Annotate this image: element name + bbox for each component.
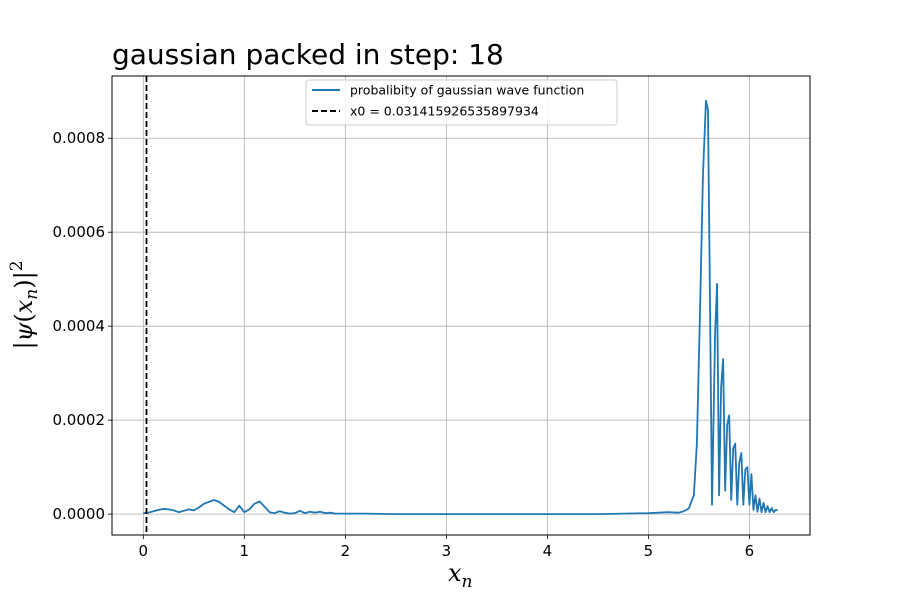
svg-text:|ψ(xn)|2: |ψ(xn)|2 [7, 260, 42, 349]
grid-lines [112, 76, 810, 535]
y-axis-ticks: 0.0000 0.0002 0.0004 0.0006 0.0008 [53, 129, 112, 523]
y-tick-label: 0.0006 [53, 223, 106, 241]
plot-area [143, 76, 778, 535]
x-tick-label: 1 [240, 542, 250, 560]
chart-title: gaussian packed in step: 18 [112, 38, 504, 71]
y-tick-label: 0.0002 [53, 411, 106, 429]
y-tick-label: 0.0004 [53, 317, 106, 335]
y-tick-label: 0.0008 [53, 129, 106, 147]
legend-label-x0: x0 = 0.031415926535897934 [350, 104, 539, 119]
x-tick-label: 4 [543, 542, 553, 560]
y-tick-label: 0.0000 [53, 505, 106, 523]
legend: probalibity of gaussian wave function x0… [305, 79, 618, 126]
axes-frame [111, 75, 811, 536]
legend-label-wave: probalibity of gaussian wave function [350, 83, 584, 98]
wave-probability-line [143, 99, 778, 515]
x-tick-label: 0 [139, 542, 149, 560]
x-axis-ticks: 0 1 2 3 4 5 6 [139, 535, 755, 560]
x-tick-label: 6 [745, 542, 755, 560]
x-tick-label: 3 [442, 542, 452, 560]
x-tick-label: 2 [341, 542, 351, 560]
y-axis-label: |ψ(xn)|2 [7, 260, 42, 349]
x-tick-label: 5 [644, 542, 654, 560]
legend-box [305, 79, 618, 126]
